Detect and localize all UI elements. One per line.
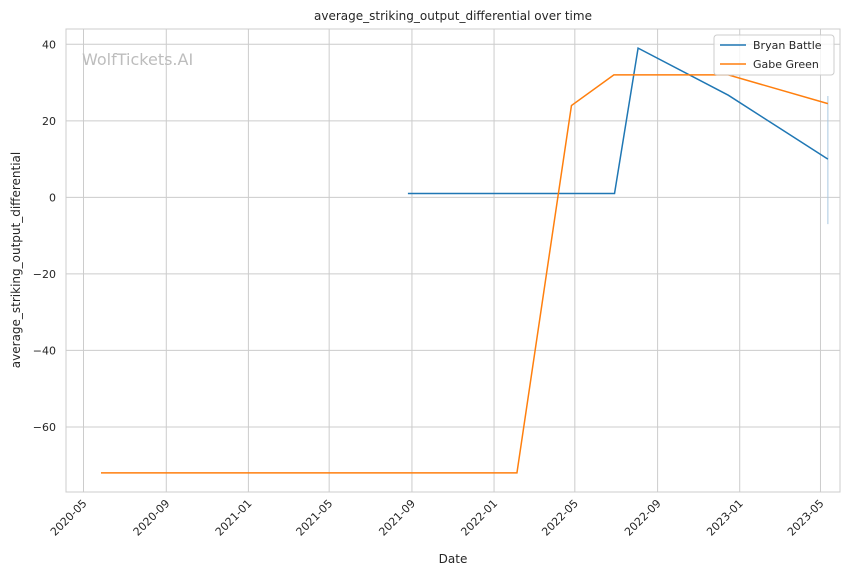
y-axis-label: average_striking_output_differential: [9, 152, 23, 368]
y-tick-label: 20: [42, 115, 56, 128]
legend: Bryan Battle Gabe Green: [713, 34, 835, 76]
x-axis-label: Date: [439, 552, 468, 566]
x-tick-label: 2021-05: [294, 497, 336, 539]
y-tick-label: 0: [49, 191, 56, 204]
x-tick-label: 2023-01: [704, 497, 746, 539]
legend-label: Bryan Battle: [753, 39, 822, 52]
watermark: WolfTickets.AI: [82, 50, 193, 69]
x-tick-label: 2020-05: [48, 497, 90, 539]
y-tick-label: 40: [42, 38, 56, 51]
y-tick-label: −40: [33, 344, 56, 357]
plot-area: [65, 28, 841, 493]
x-tick-label: 2020-09: [131, 497, 173, 539]
x-tick-label: 2021-01: [213, 497, 255, 539]
x-tick-label: 2021-09: [376, 497, 418, 539]
series-line-gabe-green: [100, 74, 829, 474]
x-tick-label: 2022-09: [622, 497, 664, 539]
chart-title: average_striking_output_differential ove…: [314, 9, 592, 23]
series-line-bryan-battle: [407, 46, 829, 195]
y-tick-label: −20: [33, 268, 56, 281]
y-tick-label: −60: [33, 421, 56, 434]
x-tick-label: 2022-05: [539, 497, 581, 539]
x-tick-label: 2023-05: [785, 497, 827, 539]
x-tick-label: 2022-01: [458, 497, 500, 539]
legend-label: Gabe Green: [753, 58, 819, 71]
